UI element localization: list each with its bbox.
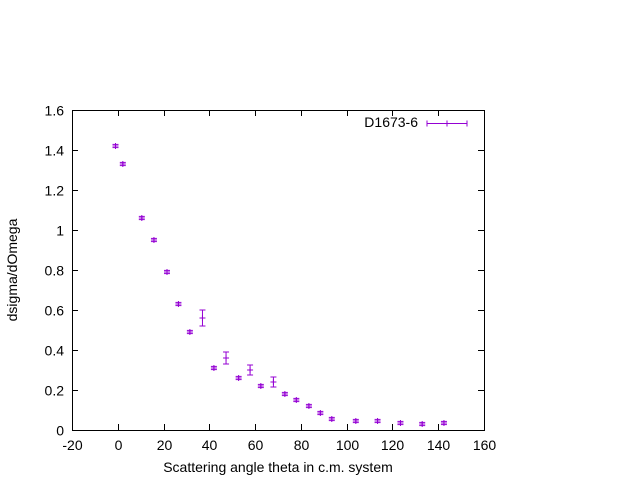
data-point: [352, 418, 359, 424]
data-point: [186, 329, 193, 335]
legend-sample: [426, 120, 468, 127]
data-series: [112, 143, 447, 427]
data-point: [163, 269, 170, 275]
data-point: [293, 397, 300, 403]
x-tick-label: 80: [294, 437, 310, 453]
y-axis-title: dsigma/dOmega: [4, 218, 20, 321]
data-point: [175, 301, 182, 307]
x-axis-title: Scattering angle theta in c.m. system: [163, 459, 393, 475]
x-tick-label: 100: [336, 437, 360, 453]
data-point: [305, 403, 312, 409]
y-tick-label: 0.6: [45, 303, 65, 319]
legend: D1673-6: [364, 114, 468, 130]
x-tick-label: 140: [427, 437, 451, 453]
x-tick-label: -20: [62, 437, 82, 453]
data-point: [223, 351, 230, 365]
y-tick-label: 0: [56, 423, 64, 439]
x-tick-label: 60: [248, 437, 264, 453]
x-tick-label: 40: [202, 437, 218, 453]
axis-ticks: [72, 110, 485, 431]
data-point: [419, 421, 426, 427]
data-point: [235, 375, 242, 381]
y-tick-label: 0.2: [45, 383, 65, 399]
data-point: [328, 416, 335, 422]
y-tick-label: 0.8: [45, 263, 65, 279]
plot-frame: [72, 110, 485, 431]
y-tick-label: 1.6: [45, 103, 65, 119]
y-tick-label: 1: [56, 223, 64, 239]
legend-label: D1673-6: [364, 114, 418, 130]
x-tick-label: 0: [115, 437, 123, 453]
data-point: [317, 410, 324, 416]
data-point: [119, 161, 126, 167]
data-point: [281, 391, 288, 397]
data-point: [112, 143, 119, 149]
x-tick-label: 160: [473, 437, 497, 453]
x-tick-label: 120: [381, 437, 405, 453]
x-tick-label: 20: [157, 437, 173, 453]
data-point: [270, 376, 277, 388]
data-point: [374, 418, 381, 424]
y-tick-label: 1.2: [45, 183, 65, 199]
data-point: [199, 309, 206, 327]
data-point: [440, 420, 447, 426]
y-tick-label: 0.4: [45, 343, 65, 359]
data-point: [397, 420, 404, 426]
data-point: [210, 365, 217, 371]
data-point: [150, 237, 157, 243]
data-point: [138, 215, 145, 221]
data-point: [257, 383, 264, 389]
y-tick-label: 1.4: [45, 143, 65, 159]
data-point: [247, 364, 254, 376]
y-tick-labels: 0 0.2 0.4 0.6 0.8 1 1.2 1.4 1.6: [45, 103, 65, 439]
x-tick-labels: -20 0 20 40 60 80 100 120 140 160: [62, 437, 496, 453]
